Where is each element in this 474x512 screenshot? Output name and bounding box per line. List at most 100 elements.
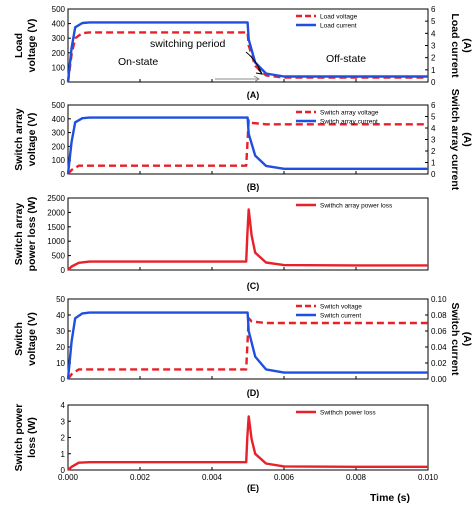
y2-tick-label: 1 xyxy=(431,159,436,168)
series-line xyxy=(67,317,428,380)
x-tick-label: 0.002 xyxy=(130,473,151,482)
y-tick-label: 200 xyxy=(52,49,66,58)
y-tick-label: 0 xyxy=(61,266,66,275)
panel-tag: (B) xyxy=(247,182,260,192)
y2-tick-label: 1 xyxy=(431,66,436,75)
legend-label: Swithch power loss xyxy=(320,410,376,417)
y2-tick-label: 0.08 xyxy=(431,311,447,320)
y-axis-label-line2: voltage (V) xyxy=(26,19,38,73)
y-axis-label-line2: loss (W) xyxy=(26,417,38,458)
panel-tag: (A) xyxy=(247,90,260,100)
x-tick-label: 0.004 xyxy=(202,473,223,482)
y-tick-label: 0 xyxy=(61,466,66,475)
y-axis-label-line2: voltage (V) xyxy=(26,113,38,167)
y-tick-label: 200 xyxy=(52,142,66,151)
y-tick-label: 20 xyxy=(56,343,65,352)
y-tick-label: 2500 xyxy=(47,194,65,203)
y2-tick-label: 6 xyxy=(431,101,436,110)
y2-axis-label-line1: Switch current xyxy=(449,303,461,376)
y2-tick-label: 6 xyxy=(431,5,436,14)
y-tick-label: 2000 xyxy=(47,208,65,217)
x-tick-label: 0.008 xyxy=(346,473,367,482)
arrow-off-head xyxy=(253,75,260,83)
y-tick-label: 500 xyxy=(52,252,66,261)
series-line xyxy=(67,208,428,271)
y2-tick-label: 4 xyxy=(431,29,436,38)
y2-tick-label: 0.10 xyxy=(431,295,447,304)
y2-tick-label: 0.02 xyxy=(431,359,447,368)
y2-axis-label-line1: Load current xyxy=(449,13,461,78)
y-tick-label: 300 xyxy=(52,34,66,43)
y-tick-label: 10 xyxy=(56,359,65,368)
y-axis-label-line1: Switch power xyxy=(13,404,25,472)
series-line xyxy=(67,118,428,175)
y-tick-label: 500 xyxy=(52,101,66,110)
y2-tick-label: 3 xyxy=(431,136,436,145)
x-tick-label: 0.000 xyxy=(58,473,79,482)
y2-tick-label: 0.04 xyxy=(431,343,447,352)
legend-label: Load current xyxy=(320,23,357,30)
y2-axis-label-line2: (A) xyxy=(461,332,473,347)
y-tick-label: 40 xyxy=(56,311,65,320)
y-tick-label: 400 xyxy=(52,20,66,29)
plot-frame xyxy=(67,197,429,271)
y-tick-label: 100 xyxy=(52,156,66,165)
x-tick-label: 0.010 xyxy=(418,473,439,482)
series-line xyxy=(67,415,428,471)
legend-label: Switch current xyxy=(320,313,361,320)
y2-tick-label: 4 xyxy=(431,124,436,133)
y-tick-label: 100 xyxy=(52,63,66,72)
y-axis-label-line2: voltage (V) xyxy=(26,312,38,366)
series-line xyxy=(66,116,428,175)
y2-axis-label-line1: Switch array current xyxy=(449,89,461,191)
legend-label: Load voltage xyxy=(320,14,358,21)
y2-tick-label: 2 xyxy=(431,54,436,63)
annotation-switching-period: switching period xyxy=(150,38,225,50)
y2-tick-label: 0 xyxy=(431,170,436,179)
y-tick-label: 300 xyxy=(52,129,66,138)
y2-tick-label: 0 xyxy=(431,78,436,87)
y-tick-label: 50 xyxy=(56,295,65,304)
y-tick-label: 1000 xyxy=(47,237,65,246)
y2-tick-label: 2 xyxy=(431,147,436,156)
panel-tag: (C) xyxy=(247,281,260,291)
arrow-switching xyxy=(245,51,263,75)
y-tick-label: 1 xyxy=(61,450,66,459)
y-axis-label-line1: Load xyxy=(13,33,25,58)
y2-tick-label: 3 xyxy=(431,42,436,51)
series-line xyxy=(66,21,428,83)
y2-tick-label: 0.06 xyxy=(431,327,447,336)
y-axis-label-line2: power loss (W) xyxy=(26,197,38,272)
y-tick-label: 4 xyxy=(61,401,66,410)
panel-tag: (E) xyxy=(247,483,259,493)
y-axis-label-line1: Switch array xyxy=(13,203,25,266)
series-line xyxy=(66,31,428,83)
y-tick-label: 0 xyxy=(61,170,66,179)
legend-label: Switch array current xyxy=(320,119,378,126)
legend-label: Swithch array power loss xyxy=(320,203,393,210)
y-tick-label: 30 xyxy=(56,327,65,336)
y-tick-label: 2 xyxy=(61,434,66,443)
y-tick-label: 1500 xyxy=(47,223,65,232)
y2-tick-label: 5 xyxy=(431,113,436,122)
y-tick-label: 3 xyxy=(61,417,66,426)
y2-tick-label: 0.00 xyxy=(431,375,447,384)
x-axis-label: Time (s) xyxy=(370,492,410,504)
annotation-off-state: Off-state xyxy=(326,53,366,65)
legend-label: Switch array voltage xyxy=(320,110,379,117)
y-tick-label: 500 xyxy=(52,5,66,14)
legend-label: Switch voltage xyxy=(320,304,362,311)
y-axis-label-line1: Switch xyxy=(13,322,25,356)
y-axis-label-line1: Switch array xyxy=(13,108,25,171)
y2-axis-label-line2: (A) xyxy=(461,132,473,147)
annotation-on-state: On-state xyxy=(118,56,158,68)
panel-tag: (D) xyxy=(247,388,260,398)
y-tick-label: 0 xyxy=(61,375,66,384)
arrow-head xyxy=(255,68,264,75)
y2-tick-label: 5 xyxy=(431,17,436,26)
series-line xyxy=(66,311,428,380)
x-tick-label: 0.006 xyxy=(274,473,295,482)
y2-axis-label-line2: (A) xyxy=(461,38,473,53)
y-tick-label: 0 xyxy=(61,78,66,87)
